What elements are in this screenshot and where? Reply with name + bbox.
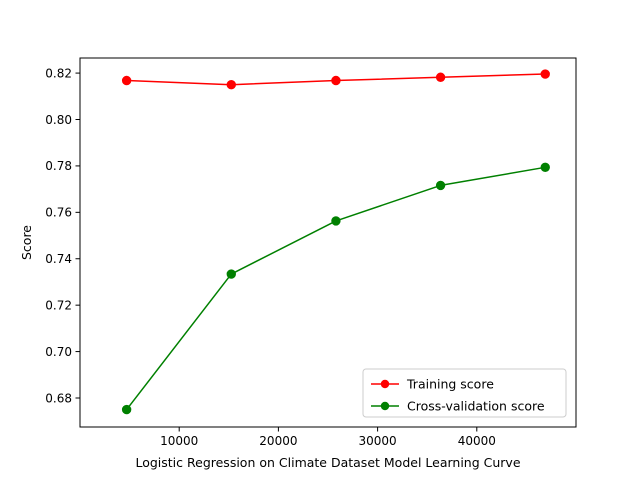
y-axis-label: Score bbox=[19, 225, 34, 260]
training-score-point bbox=[226, 79, 236, 90]
x-axis: 10000 20000 30000 40000 bbox=[160, 427, 496, 448]
cross-validation-score-point bbox=[226, 269, 236, 279]
legend: Training score Cross-validation score bbox=[362, 368, 567, 418]
y-tick-label: 0.70 bbox=[45, 345, 72, 359]
legend-training-score-label: Training score bbox=[406, 377, 494, 392]
legend-cross-validation-score-label: Cross-validation score bbox=[407, 399, 545, 414]
legend-training-score-swatch-marker bbox=[380, 379, 390, 389]
x-tick-label: 40000 bbox=[458, 434, 496, 448]
y-axis: 0.68 0.70 0.72 0.74 0.76 0.78 0.80 0.82 bbox=[45, 66, 80, 405]
training-score-point bbox=[435, 72, 446, 82]
y-tick-label: 0.74 bbox=[45, 252, 72, 266]
cross-validation-score-point bbox=[121, 404, 132, 415]
cross-validation-score-point bbox=[540, 162, 550, 173]
cross-validation-score-point bbox=[435, 180, 446, 191]
x-tick-label: 20000 bbox=[259, 434, 297, 448]
y-tick-label: 0.76 bbox=[45, 206, 72, 220]
legend-box bbox=[362, 368, 567, 418]
x-tick-label: 30000 bbox=[359, 434, 397, 448]
y-tick-label: 0.80 bbox=[45, 113, 72, 127]
training-score-point bbox=[121, 75, 132, 86]
legend-cross-validation-score-swatch-marker bbox=[380, 401, 390, 411]
y-tick-label: 0.68 bbox=[45, 391, 72, 405]
plot-border bbox=[79, 57, 577, 428]
y-tick-label: 0.72 bbox=[45, 298, 72, 312]
series-layer bbox=[121, 69, 550, 415]
training-score-point bbox=[331, 75, 341, 86]
cross-validation-score-point bbox=[331, 216, 341, 226]
x-axis-label: Logistic Regression on Climate Dataset M… bbox=[135, 455, 520, 470]
x-tick-label: 10000 bbox=[160, 434, 198, 448]
training-score-point bbox=[540, 69, 550, 79]
y-tick-label: 0.78 bbox=[45, 159, 72, 173]
plot-area bbox=[80, 58, 576, 427]
plot-frame bbox=[80, 58, 576, 427]
y-tick-label: 0.82 bbox=[45, 66, 72, 80]
